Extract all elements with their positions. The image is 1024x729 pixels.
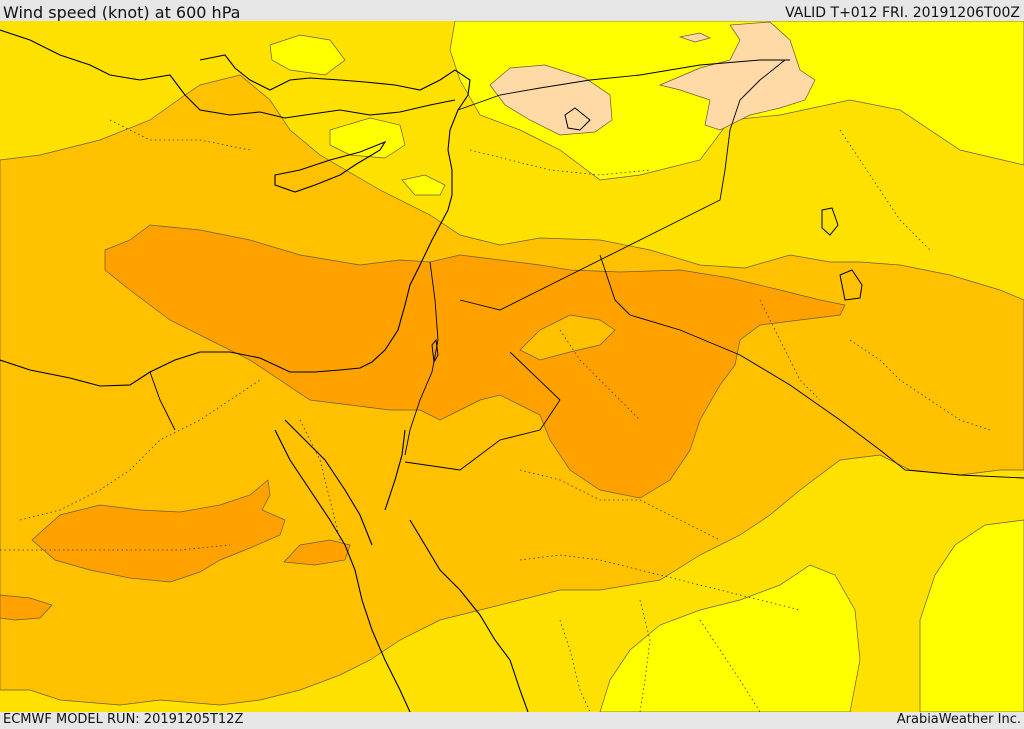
coastline-anatolia xyxy=(0,29,456,119)
band-light-southeast xyxy=(919,519,1024,712)
header-bar: Wind speed (knot) at 600 hPa VALID T+012… xyxy=(0,0,1024,22)
cyprus-coast xyxy=(274,140,387,193)
band-calm-3 xyxy=(678,32,711,43)
band-strong-west xyxy=(31,479,286,583)
band-fresh-inner xyxy=(519,314,616,361)
band-light-patch-2 xyxy=(269,34,346,76)
valid-time: VALID T+012 FRI. 20191206T00Z xyxy=(785,5,1020,21)
wind-speed-map-svg xyxy=(0,21,1024,712)
weather-map[interactable] xyxy=(0,21,1024,712)
lake-van xyxy=(564,107,591,131)
model-run-label: ECMWF MODEL RUN: 20191205T12Z xyxy=(3,712,244,727)
gulf-of-suez xyxy=(284,419,373,546)
band-calm-1 xyxy=(489,64,613,136)
dead-sea xyxy=(431,338,439,364)
footer-bar: ECMWF MODEL RUN: 20191205T12Z ArabiaWeat… xyxy=(0,712,1024,729)
admin-boundaries xyxy=(0,119,991,712)
gulf-of-aqaba xyxy=(384,429,406,511)
band-calm-2 xyxy=(658,21,816,131)
border-iraq-saudi xyxy=(404,351,561,471)
band-light-patch-1 xyxy=(329,117,406,159)
border-saudi-east xyxy=(629,314,1024,479)
band-light-patch-3 xyxy=(401,174,446,196)
border-egypt-libya xyxy=(149,371,176,431)
band-light-south xyxy=(599,564,861,712)
map-title: Wind speed (knot) at 600 hPa xyxy=(3,3,241,22)
band-strong-edge xyxy=(0,594,53,621)
border-arabia-north xyxy=(459,59,786,311)
credit-label: ArabiaWeather Inc. xyxy=(896,712,1021,727)
border-syria-turkey xyxy=(457,59,790,111)
caspian-fragment xyxy=(839,269,863,301)
red-sea-coast xyxy=(274,429,411,712)
band-strong-patch xyxy=(283,539,351,566)
border-israel-jordan xyxy=(404,261,439,456)
coastline-north-africa xyxy=(0,54,471,387)
red-sea-coast-east xyxy=(409,519,529,712)
border-iraq-iran xyxy=(599,254,631,316)
lake-urmia xyxy=(821,207,839,236)
